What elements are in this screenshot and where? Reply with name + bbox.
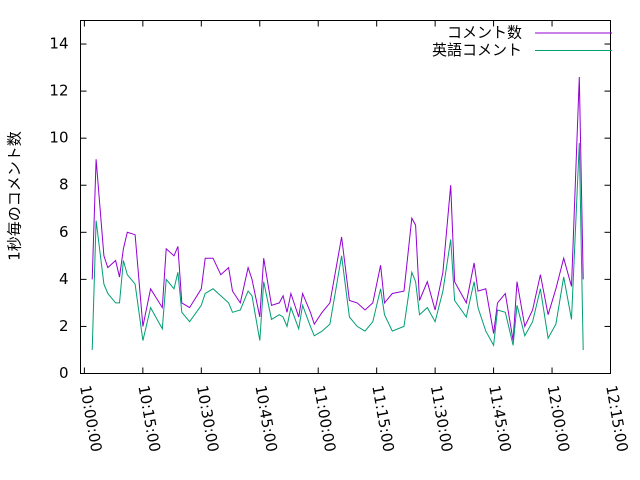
y-tick-label: 6	[59, 223, 69, 241]
x-tick-label: 12:00:00	[544, 384, 573, 453]
x-tick-label: 10:45:00	[251, 384, 280, 453]
y-tick-label: 12	[49, 82, 68, 100]
y-tick-label: 0	[59, 364, 69, 382]
data-line	[91, 76, 584, 341]
x-tick-label: 10:15:00	[134, 384, 163, 453]
x-tick-label: 10:30:00	[193, 384, 222, 453]
y-tick-label: 14	[49, 35, 68, 53]
y-axis-label: 1秒毎のコメント数	[6, 131, 24, 261]
x-tick-label: 11:30:00	[427, 384, 456, 453]
plot-border	[80, 20, 611, 374]
y-tick-label: 8	[59, 176, 69, 194]
y-tick-label: 10	[49, 129, 68, 147]
x-tick-label: 10:00:00	[76, 384, 105, 453]
x-tick-label: 12:15:00	[602, 384, 631, 453]
x-tick-label: 11:00:00	[310, 384, 339, 453]
x-tick-label: 11:45:00	[485, 384, 514, 453]
y-tick-label: 2	[59, 317, 69, 335]
x-tick-label: 11:15:00	[368, 384, 397, 453]
legend-label: コメント数	[447, 24, 522, 42]
legend-label: 英語コメント	[432, 41, 522, 59]
data-line	[91, 142, 584, 351]
y-tick-label: 4	[59, 270, 69, 288]
